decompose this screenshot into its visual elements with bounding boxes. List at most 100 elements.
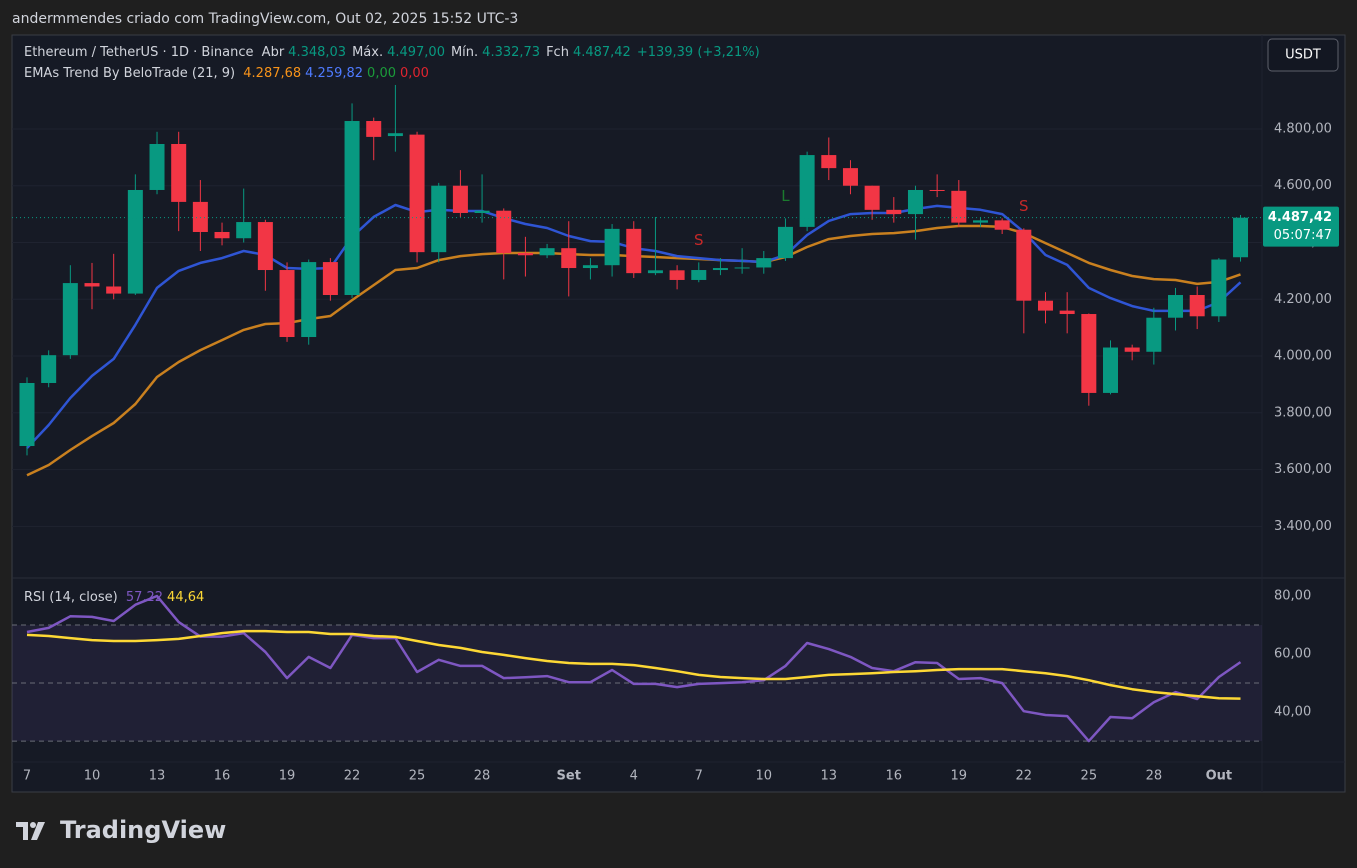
- candle-body: [127, 189, 143, 294]
- x-tick-label: 28: [1146, 769, 1163, 784]
- x-tick-label: 28: [474, 769, 491, 784]
- symbol-title: Ethereum / TetherUS · 1D · Binance: [24, 45, 254, 60]
- ohlc-value: 4.332,73: [482, 45, 541, 60]
- last-price-box: [1263, 206, 1339, 247]
- chart-panel: [11, 34, 1346, 793]
- candle-body: [279, 270, 295, 338]
- candle-body: [842, 168, 858, 186]
- candle-body: [821, 155, 837, 169]
- y-tick-label: 3.800,00: [1274, 405, 1332, 420]
- signal-label: S: [694, 231, 704, 249]
- candle-body: [387, 133, 403, 137]
- candle-body: [929, 189, 945, 191]
- last-price-label: 4.487,42: [1268, 210, 1332, 225]
- signal-label: L: [781, 187, 790, 205]
- candle-body: [452, 185, 468, 213]
- candle-body: [886, 209, 902, 215]
- x-tick-label: 10: [756, 769, 773, 784]
- candle-body: [691, 270, 707, 280]
- candle-body: [431, 185, 447, 253]
- change-value: +139,39 (+3,21%): [636, 45, 760, 60]
- x-tick-label: 10: [84, 769, 101, 784]
- ohlc-value: 4.487,42: [572, 45, 631, 60]
- candle-body: [626, 228, 642, 274]
- candle-body: [1189, 295, 1205, 317]
- rsi-line: [26, 629, 1241, 700]
- x-tick-label: 19: [951, 769, 968, 784]
- x-tick-label: 25: [409, 769, 426, 784]
- y-tick-label: 4.800,00: [1274, 121, 1332, 136]
- candle-body: [669, 270, 685, 280]
- candle-body: [777, 226, 793, 259]
- x-tick-label: Out: [1206, 769, 1233, 784]
- candle-body: [994, 220, 1010, 230]
- candle-body: [734, 267, 750, 269]
- indicator-value: 0,00: [367, 66, 396, 81]
- candle-body: [951, 190, 967, 223]
- plot-layer: 3.400,00 3.600,00 3.800,00 4.000,00 4.200,00…: [12, 84, 1339, 784]
- y-tick-label: 4.000,00: [1274, 349, 1332, 364]
- price-legend: Ethereum / TetherUS · 1D · Binance Abr 4.…: [24, 45, 766, 60]
- indicator-title: EMAs Trend By BeloTrade (21, 9): [24, 66, 236, 81]
- candle-body: [799, 155, 815, 227]
- y-tick-label: 3.600,00: [1274, 462, 1332, 477]
- candle-body: [604, 228, 620, 266]
- x-tick-label: 4: [630, 769, 638, 784]
- candle-body: [474, 210, 490, 213]
- candle-body: [236, 222, 252, 239]
- candle-body: [561, 248, 577, 269]
- x-tick-label: 13: [821, 769, 838, 784]
- ohlc-value: 4.497,00: [387, 45, 445, 60]
- candle-body: [1103, 347, 1118, 393]
- candle-body: [366, 121, 382, 137]
- candle-body: [1016, 229, 1032, 301]
- x-tick-label: 25: [1081, 769, 1098, 784]
- indicator-value: 0,00: [400, 66, 429, 81]
- candle-body: [647, 270, 663, 274]
- candle-body: [864, 185, 880, 210]
- brand-logo: [16, 822, 45, 840]
- x-tick-label: Set: [557, 769, 581, 784]
- candle-body: [496, 210, 512, 253]
- ohlc-value: 4.348,03: [288, 45, 347, 60]
- currency-button[interactable]: [1267, 38, 1339, 72]
- candle-body: [214, 231, 230, 239]
- candle-body: [756, 258, 772, 268]
- candle-body: [582, 265, 598, 269]
- indicator-value: 4.287,68: [243, 66, 302, 81]
- rsi-value: 44,64: [167, 590, 205, 605]
- candle-body: [1211, 259, 1227, 317]
- candle-body: [149, 143, 165, 190]
- y-tick-label: 4.200,00: [1274, 292, 1332, 307]
- candle-body: [1168, 295, 1184, 318]
- ohlc-label: Mín.: [450, 45, 479, 60]
- rsi-legend: RSI (14, close) 57,22 44,64: [24, 590, 208, 605]
- x-tick-label: 16: [886, 769, 903, 784]
- rsi-line: [26, 594, 1242, 743]
- candle-body: [1124, 347, 1140, 352]
- candle-body: [409, 134, 425, 253]
- indicator-value: 4.259,82: [305, 66, 364, 81]
- ohlc-label: Máx.: [352, 45, 384, 60]
- candle-body: [62, 283, 78, 356]
- candle-body: [1037, 300, 1053, 311]
- x-tick-label: 7: [695, 769, 703, 784]
- candle-body: [257, 222, 273, 271]
- brand-name: TradingView: [60, 816, 226, 844]
- candle-body: [712, 268, 728, 271]
- candle-body: [1233, 217, 1249, 258]
- candle-body: [517, 252, 533, 256]
- rsi-title: RSI (14, close): [24, 590, 118, 605]
- y-tick-label: 4.600,00: [1274, 178, 1332, 193]
- x-tick-label: 22: [344, 769, 361, 784]
- ohlc-label: Fch: [546, 45, 569, 60]
- ohlc-label: Abr: [261, 45, 285, 60]
- candle-body: [344, 121, 360, 296]
- candle-body: [171, 143, 187, 202]
- candle-body: [907, 189, 923, 215]
- currency-label[interactable]: USDT: [1285, 48, 1321, 63]
- candle-body: [1146, 317, 1162, 352]
- y-tick-label: 80,00: [1274, 588, 1311, 603]
